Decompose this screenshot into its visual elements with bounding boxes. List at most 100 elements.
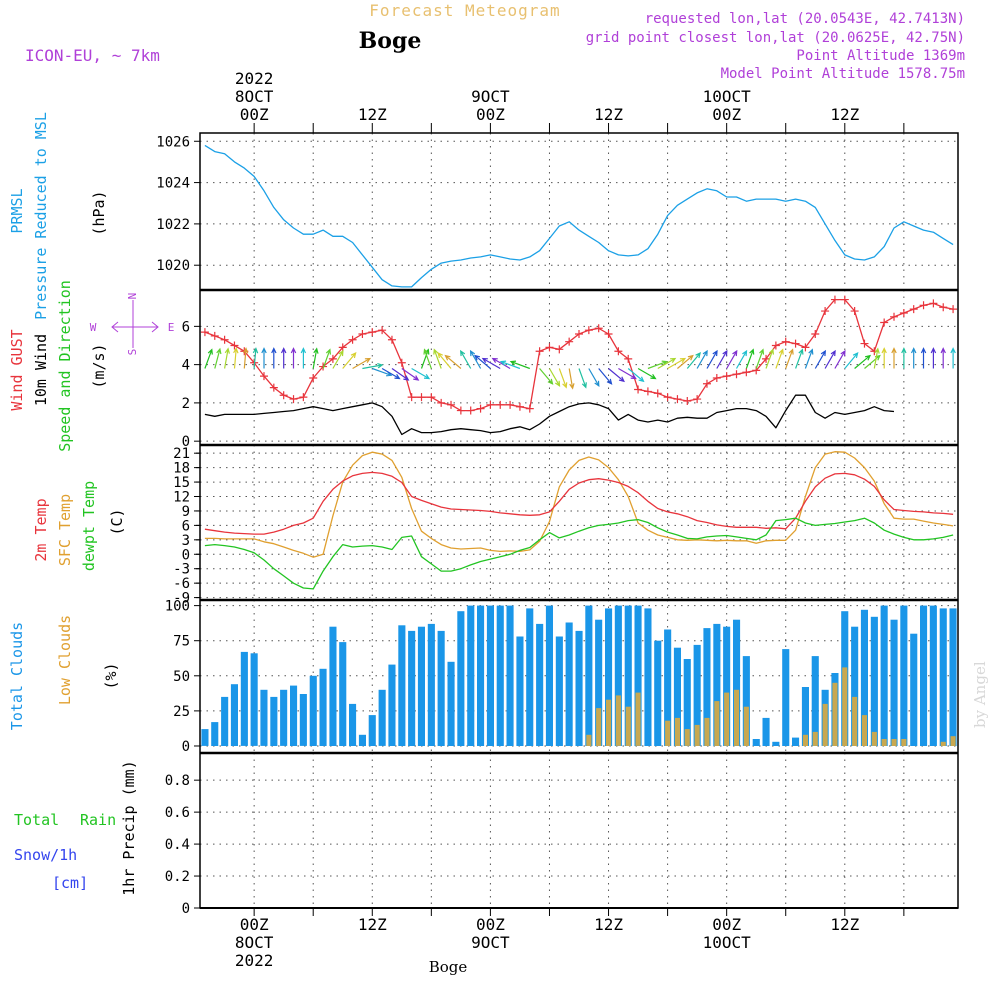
wind-unit: (m/s): [90, 343, 108, 388]
low-cloud-bar: [714, 701, 720, 746]
y-tick-label: -3: [173, 562, 190, 578]
wind-arrow: [716, 349, 728, 369]
gust-marker: [801, 343, 810, 352]
gust-marker: [712, 374, 721, 383]
y-tick-label: 1024: [156, 176, 190, 192]
pressure-label-2: Pressure Reduced to MSL: [32, 112, 50, 320]
wind-arrow: [627, 368, 645, 383]
y-tick-label: 2: [182, 396, 190, 412]
total-cloud-bar: [752, 739, 760, 746]
total-cloud-bar: [949, 608, 957, 746]
gust-marker: [279, 391, 288, 400]
gust-marker: [506, 400, 515, 409]
total-cloud-bar: [408, 630, 416, 746]
gust-marker: [919, 301, 928, 310]
precip-panel-labels: Total Rain Snow/1h [cm] 1hr Precip (mm): [14, 760, 138, 895]
y-tick-label: 3: [182, 533, 190, 549]
wind-arrow: [873, 347, 880, 369]
top-time-label: 00Z: [712, 105, 741, 124]
y-tick-label: 21: [173, 446, 190, 462]
total-cloud-bar: [782, 649, 790, 746]
wind-arrow: [824, 349, 836, 369]
y-tick-label: 0: [182, 547, 190, 563]
precip-snow-label: Snow/1h: [14, 846, 77, 864]
gust-marker: [555, 345, 564, 354]
y-tick-label: 6: [182, 518, 190, 534]
total-cloud-bar: [654, 640, 662, 746]
wind-arrow: [844, 352, 859, 369]
gust-marker: [496, 400, 505, 409]
wind-arrow: [901, 347, 907, 369]
y-tick-label: 0: [182, 901, 190, 917]
grid-point-coords: grid point closest lon,lat (20.0625E, 42…: [586, 30, 965, 46]
low-cloud-bar: [694, 724, 700, 746]
y-tick-label: -9: [173, 591, 190, 607]
gust-marker: [594, 324, 603, 333]
low-cloud-bar: [625, 706, 631, 746]
low-cloud-bar: [881, 739, 887, 746]
total-cloud-bar: [733, 619, 741, 746]
total-cloud-bar: [270, 696, 278, 746]
total-cloud-bar: [693, 644, 701, 746]
low-cloud-bar: [586, 734, 592, 746]
y-tick-label: 12: [173, 490, 190, 506]
wind-dir-label: Speed and Direction: [56, 280, 74, 452]
wind-arrow: [433, 348, 442, 369]
gust-marker: [309, 374, 318, 383]
gust-marker: [890, 312, 899, 321]
total-cloud-bar: [299, 694, 307, 746]
y-tick-label: 1022: [156, 217, 190, 233]
wind-arrow: [342, 352, 357, 369]
wind-arrow: [391, 368, 410, 381]
total-cloud-bar: [378, 689, 386, 746]
wind-arrow: [706, 349, 718, 369]
gust-marker: [643, 387, 652, 396]
total-cloud-bar: [339, 642, 347, 746]
total-cloud-bar: [230, 684, 238, 746]
bottom-time-label: 10OCT: [703, 933, 752, 952]
total-cloud-bar: [772, 741, 780, 746]
total-cloud-bar: [467, 605, 475, 746]
gust-marker: [614, 347, 623, 356]
low-cloud-bar: [635, 692, 641, 746]
gust-marker: [791, 339, 800, 348]
gust-marker: [368, 328, 377, 337]
low-cloud-bar: [940, 741, 946, 746]
gust-marker: [909, 305, 918, 314]
wind-arrow: [854, 354, 872, 369]
wind-arrow: [481, 357, 501, 370]
total-cloud-bar: [368, 715, 376, 746]
y-tick-label: 4: [182, 358, 190, 374]
temp-unit: (C): [108, 508, 126, 535]
outer-frame: [199, 132, 959, 909]
cloud-bars: [201, 605, 957, 746]
gust-marker: [584, 326, 593, 335]
total-cloud-bar: [447, 661, 455, 746]
wind-arrow: [677, 354, 694, 369]
gust-marker: [220, 335, 229, 344]
gust-marker: [899, 308, 908, 317]
total-cloud-bar: [880, 605, 888, 746]
total-cloud-bar: [595, 619, 603, 746]
low-cloud-bar: [852, 696, 858, 746]
total-cloud-bar: [457, 611, 465, 746]
precip-unit: 1hr Precip (mm): [120, 760, 138, 895]
t2m-line: [204, 471, 954, 535]
temp-panel-labels: 2m Temp SFC Temp dewpt Temp (C): [32, 481, 126, 571]
gust-marker: [929, 299, 938, 308]
total-cloud-bar: [900, 605, 908, 746]
wind-arrow: [608, 368, 625, 383]
gust-marker: [338, 343, 347, 352]
gust-marker: [850, 307, 859, 316]
wind-arrow: [637, 367, 657, 380]
gust-marker: [348, 335, 357, 344]
total-cloud-bar: [516, 636, 524, 746]
total-cloud-bar: [792, 737, 800, 746]
top-time-label: 8OCT: [235, 87, 274, 106]
bottom-time-label: 12Z: [830, 915, 859, 934]
low-cloud-bar: [832, 682, 838, 746]
wind-arrow: [795, 348, 804, 369]
total-cloud-bar: [703, 628, 711, 746]
total-cloud-bar: [427, 623, 435, 746]
